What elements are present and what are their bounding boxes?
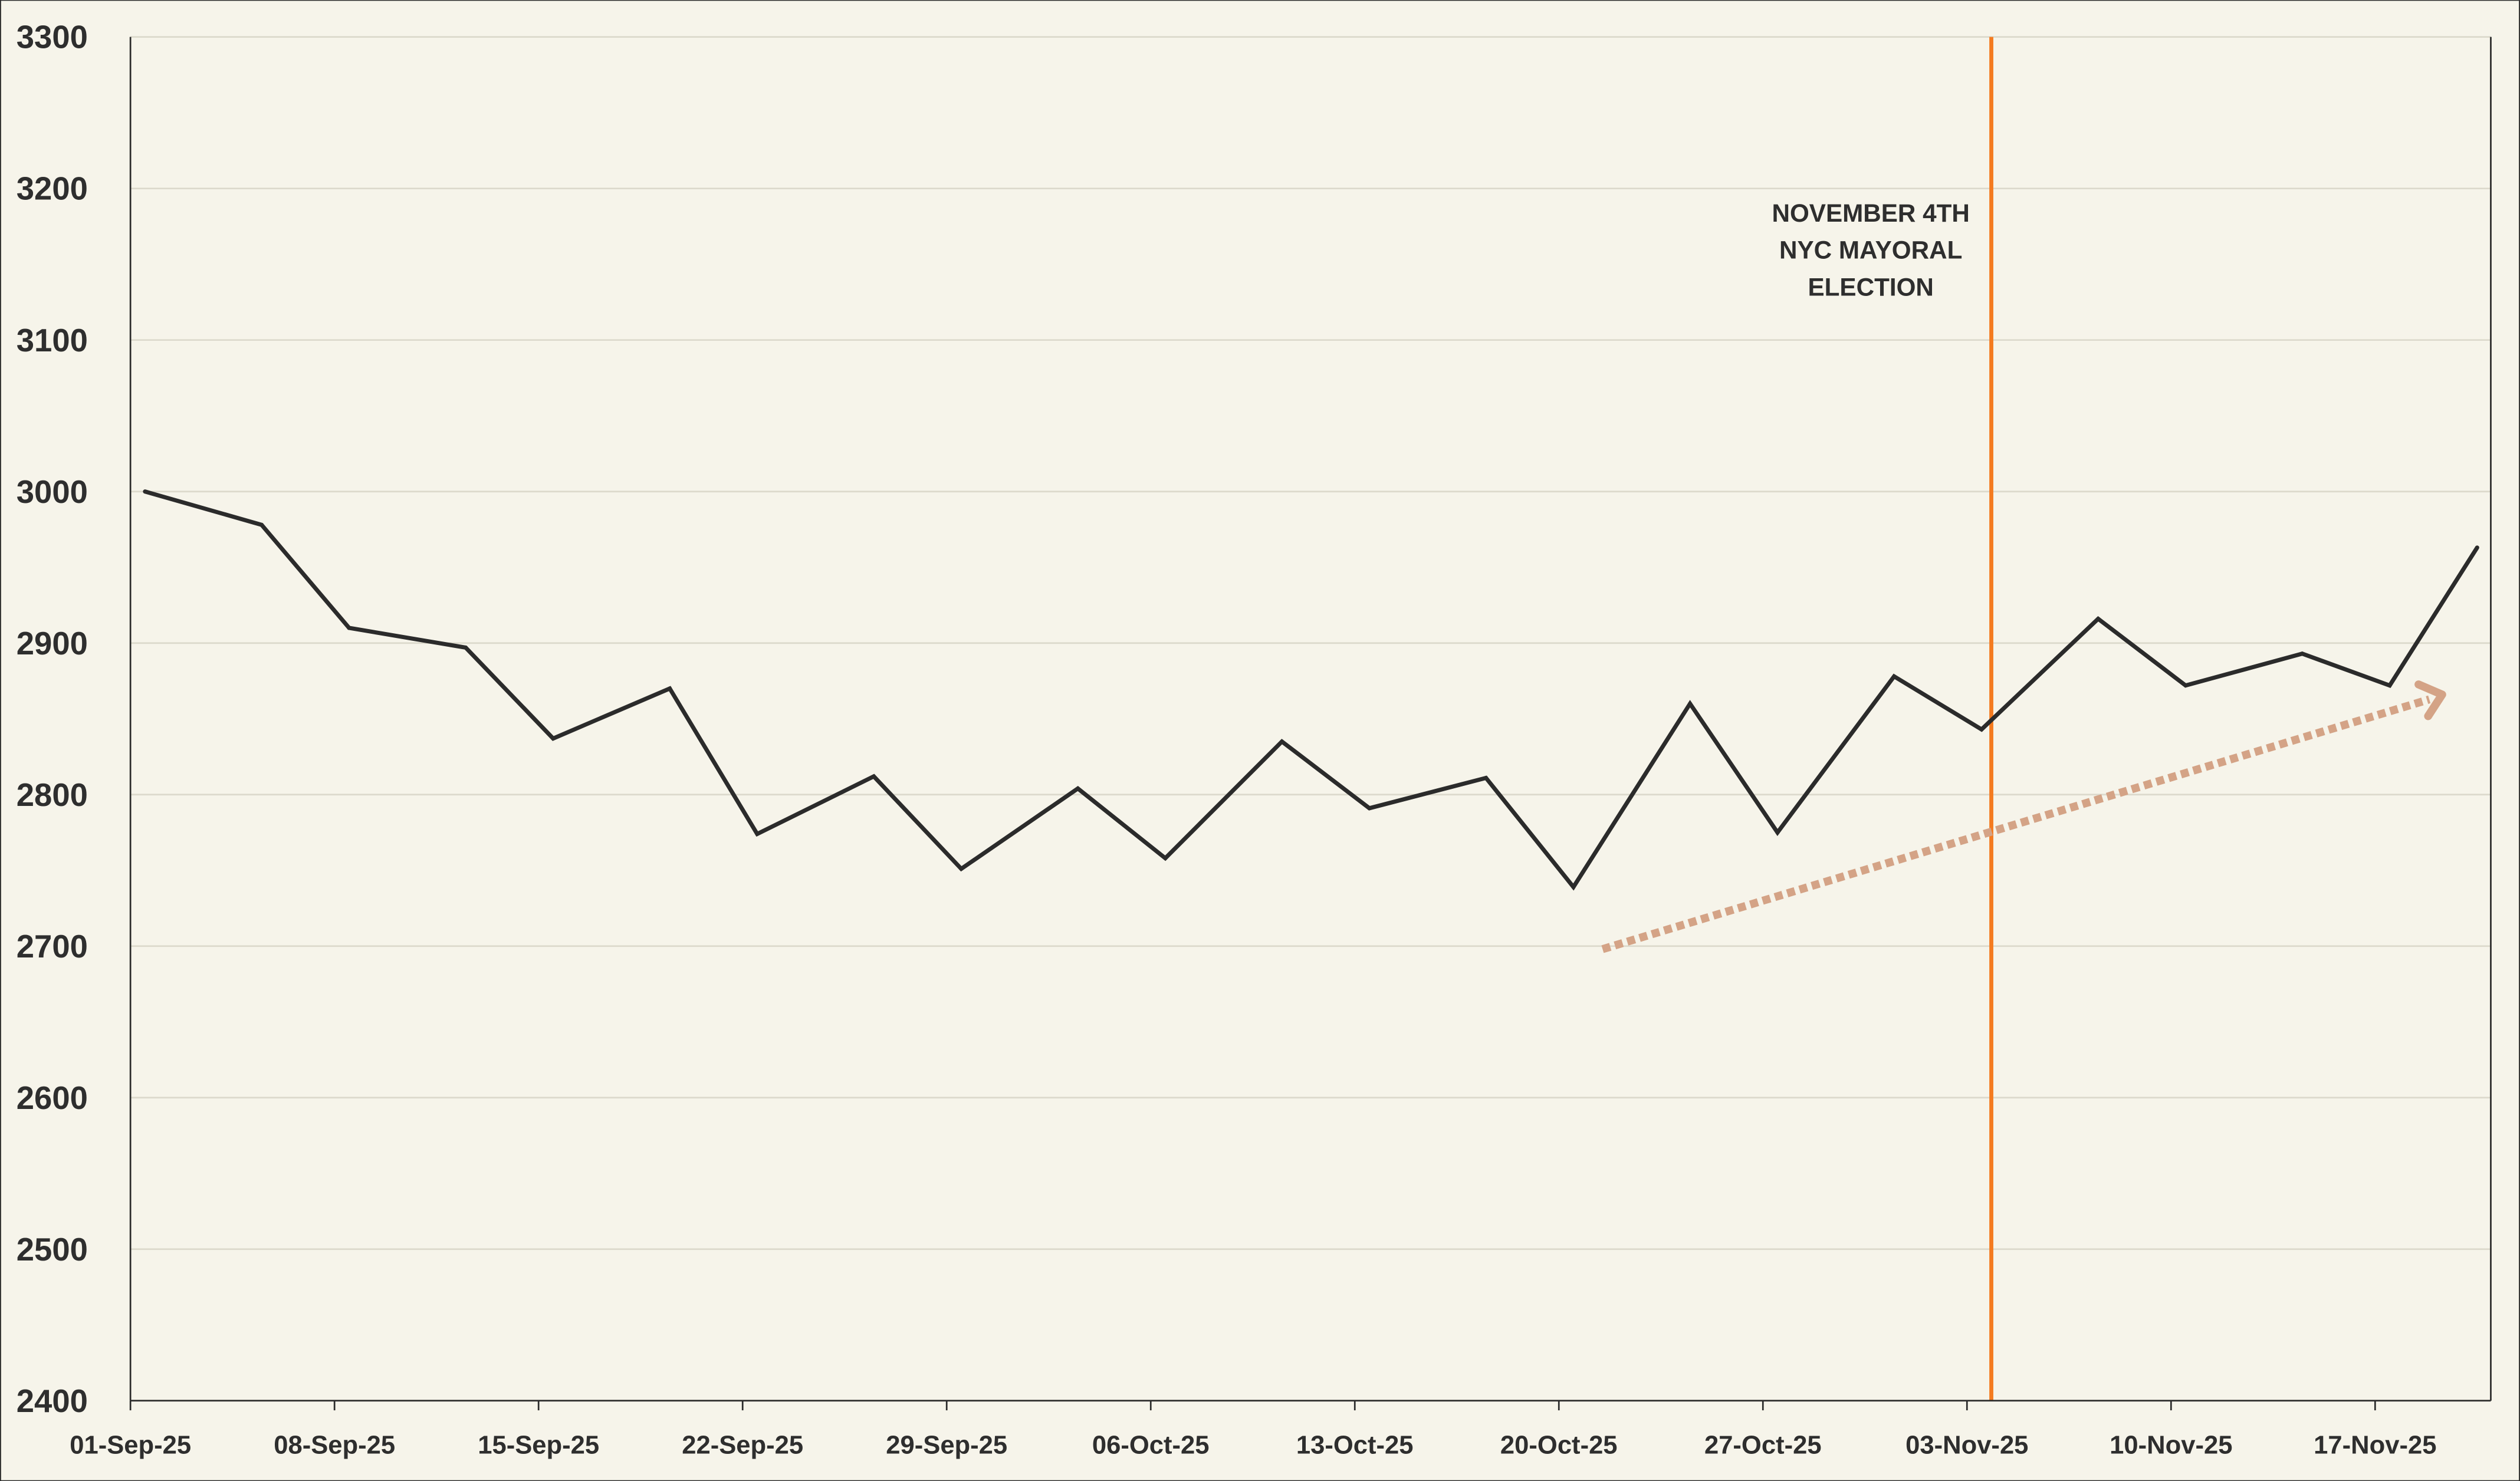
y-tick-label: 3300 [17,19,88,55]
data-point [2387,683,2392,688]
x-tick-label: 10-Nov-25 [2110,1431,2232,1460]
data-point [259,522,264,527]
x-axis-ticks: 01-Sep-25 08-Sep-25 15-Sep-25 22-Sep-25 29-S… [70,1400,2436,1460]
x-tick-label: 22-Sep-25 [682,1431,803,1460]
event-label: ELECTION [1808,273,1933,301]
y-tick-label: 2800 [17,777,88,813]
data-point [1484,775,1489,780]
y-tick-label: 3100 [17,322,88,358]
data-point [2475,545,2479,550]
data-point [755,832,760,837]
data-point [2183,683,2188,688]
trend-arrow [1601,680,2446,953]
y-tick-label: 2600 [17,1080,88,1116]
x-tick-label: 13-Oct-25 [1296,1431,1414,1460]
y-axis-ticks: 2400 2500 2600 2700 2800 2900 3000 3100 3200 3300 [17,19,88,1419]
gridlines [130,36,2491,1250]
data-point [143,489,147,494]
data-point [1367,806,1372,811]
y-tick-label: 2900 [17,626,88,661]
data-point [959,867,964,871]
y-tick-label: 2500 [17,1232,88,1268]
x-tick-label: 20-Oct-25 [1500,1431,1618,1460]
x-tick-label: 03-Nov-25 [1905,1431,2028,1460]
y-tick-label: 2400 [17,1383,88,1419]
data-point [1280,739,1284,744]
trend-arrow-line [1601,695,2431,953]
data-point [2096,617,2101,621]
data-point [1775,830,1780,835]
series-line [144,489,2479,891]
data-point [668,686,672,691]
data-point [1571,884,1576,890]
series-group [143,489,2479,891]
data-point [1892,674,1897,679]
y-tick-label: 3200 [17,171,88,207]
trend-arrow-head [2414,680,2446,720]
x-tick-label: 08-Sep-25 [274,1431,395,1460]
x-tick-label: 17-Nov-25 [2314,1431,2436,1460]
axes [129,37,2492,1402]
x-tick-label: 15-Sep-25 [478,1431,599,1460]
event-label: NYC MAYORAL [1779,236,1962,264]
y-tick-label: 2700 [17,929,88,965]
y-tick-label: 3000 [17,474,88,510]
x-tick-label: 01-Sep-25 [70,1431,191,1460]
data-point [872,774,876,779]
data-point [464,645,468,650]
data-point [1688,701,1693,706]
data-point [1163,856,1168,861]
x-tick-label: 27-Oct-25 [1704,1431,1822,1460]
data-point [1979,727,1984,732]
x-tick-label: 29-Sep-25 [886,1431,1007,1460]
data-point [1076,786,1080,791]
event-label: NOVEMBER 4TH [1772,199,1969,227]
data-point [2300,651,2305,656]
x-tick-label: 06-Oct-25 [1092,1431,1210,1460]
data-point [551,736,556,741]
data-point [347,626,351,630]
